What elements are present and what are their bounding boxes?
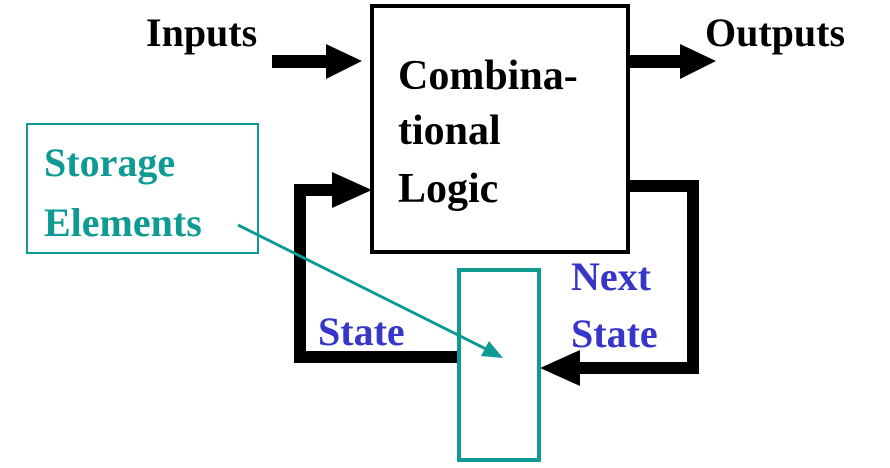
next-state-arrow: [540, 180, 699, 386]
storage-label-line1: Storage: [44, 140, 175, 185]
combinational-logic-box: [370, 4, 630, 254]
inputs-label: Inputs: [146, 10, 257, 55]
storage-label-box: [26, 123, 259, 254]
outputs-arrow: [628, 44, 716, 79]
storage-pointer-arrow: [237, 223, 503, 358]
storage-label-line2: Elements: [44, 200, 202, 245]
next-state-label-line2: State: [571, 311, 658, 356]
next-state-label-line1: Next: [571, 254, 652, 299]
logic-label-line3: Logic: [398, 166, 498, 212]
state-feedback-arrow: [294, 172, 457, 363]
outputs-label: Outputs: [705, 10, 845, 55]
storage-elements-box: [457, 268, 541, 462]
logic-label-line2: tional: [398, 108, 501, 154]
logic-label-line1: Combina-: [398, 53, 578, 99]
state-label: State: [318, 309, 405, 354]
inputs-arrow: [272, 44, 362, 79]
